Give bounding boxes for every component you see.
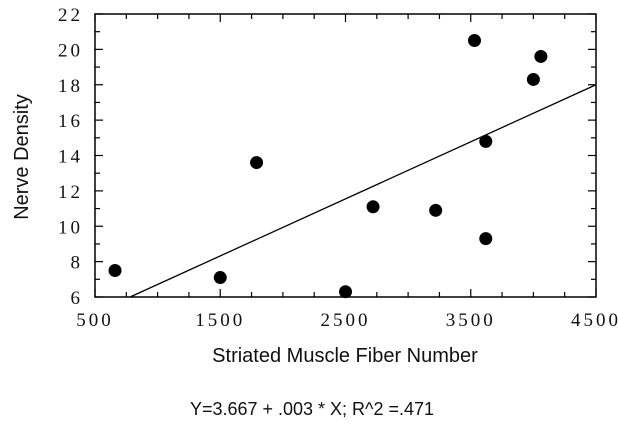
y-tick-label: 10 — [58, 217, 83, 238]
y-tick-label: 16 — [58, 111, 83, 132]
data-point — [339, 285, 352, 299]
regression-line — [129, 84, 597, 298]
y-tick-label: 20 — [58, 40, 83, 61]
plot-frame — [94, 13, 597, 298]
data-point — [108, 263, 122, 277]
x-tick-label: 500 — [76, 310, 114, 331]
data-point — [526, 72, 540, 86]
x-axis-ticks — [94, 14, 597, 297]
x-tick-label: 1500 — [195, 310, 245, 331]
y-tick-label: 8 — [71, 253, 84, 274]
regression-line-layer — [129, 84, 597, 298]
x-tick-label: 3500 — [446, 310, 496, 331]
plot-border — [94, 13, 597, 298]
data-point — [213, 271, 227, 285]
data-point — [366, 200, 380, 214]
y-tick-label: 12 — [58, 182, 83, 203]
y-tick-label: 6 — [71, 288, 84, 309]
data-point — [479, 134, 493, 148]
x-axis-title: Striated Muscle Fiber Number — [212, 345, 478, 367]
data-point — [250, 156, 264, 170]
data-point — [429, 203, 443, 217]
data-point — [479, 232, 493, 246]
data-point — [468, 34, 482, 48]
regression-equation: Y=3.667 + .003 * X; R^2 =.471 — [190, 399, 434, 419]
y-tick-label: 18 — [58, 76, 83, 97]
y-tick-label: 22 — [58, 5, 83, 26]
data-points — [108, 34, 548, 299]
x-tick-label: 2500 — [321, 310, 371, 331]
data-point — [534, 49, 548, 63]
x-axis-tick-labels: 500 1500 2500 3500 4500 — [76, 310, 618, 331]
y-axis-title: Nerve Density — [11, 94, 33, 220]
y-axis-ticks — [95, 13, 596, 298]
y-tick-label: 14 — [58, 147, 83, 168]
y-axis-tick-labels: 6 8 10 12 14 16 18 20 22 — [58, 5, 84, 309]
x-tick-label: 4500 — [571, 310, 618, 331]
